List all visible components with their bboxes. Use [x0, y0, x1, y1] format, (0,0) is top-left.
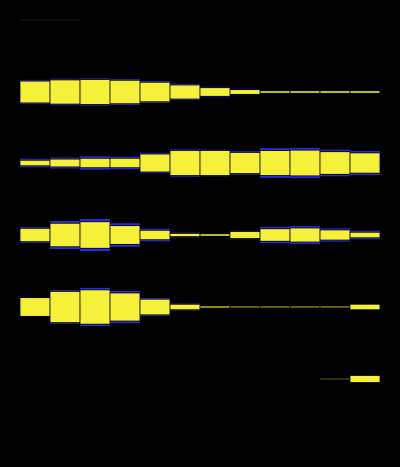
stream-bar [169, 450, 201, 452]
stream-bar [49, 79, 81, 105]
stream-bar [199, 19, 231, 21]
stream-bar [139, 153, 171, 173]
stream-bar [49, 158, 81, 168]
stream-bar [19, 297, 51, 317]
stream-bar [79, 221, 111, 249]
stream-bar [139, 378, 171, 380]
stream-bar [169, 19, 201, 21]
stream-bar [79, 79, 111, 105]
stream-bar [109, 157, 141, 169]
stream-bar [259, 228, 291, 242]
stream-bar [109, 225, 141, 245]
stream-bar [139, 450, 171, 452]
stream-bar [319, 151, 351, 175]
stream-bar [169, 303, 201, 311]
stream-bar [349, 303, 381, 311]
stream-bar [19, 450, 51, 452]
stream-bar [259, 450, 291, 452]
stream-bar [199, 450, 231, 452]
stream-bar [19, 19, 51, 21]
stream-bar [109, 292, 141, 322]
stream-bar [109, 79, 141, 105]
stream-bar [49, 19, 81, 21]
stream-bar [289, 227, 321, 243]
stream-bar [229, 305, 261, 309]
stream-bar [259, 378, 291, 380]
stream-bar [259, 19, 291, 21]
stream-bar [19, 378, 51, 380]
stream-bar [169, 378, 201, 380]
stream-bar [349, 450, 381, 452]
stream-bar [319, 90, 351, 94]
stream-bar [79, 378, 111, 380]
stream-bar [319, 305, 351, 309]
stream-bar [289, 149, 321, 177]
stream-bar [349, 375, 381, 383]
stream-bar [19, 80, 51, 104]
stream-bar [289, 450, 321, 452]
stream-bar [259, 90, 291, 94]
stream-bar [319, 19, 351, 21]
stream-bar [79, 450, 111, 452]
stream-bar [49, 378, 81, 380]
stream-bar [139, 81, 171, 103]
stream-bar [79, 19, 111, 21]
stream-bar [229, 152, 261, 174]
stream-bar [229, 231, 261, 239]
stream-bar [289, 90, 321, 94]
stream-bar [289, 378, 321, 380]
stream-bar [79, 157, 111, 169]
stream-bar [169, 150, 201, 176]
stream-bar [349, 231, 381, 239]
stream-bar [229, 450, 261, 452]
stream-bar [199, 233, 231, 237]
stream-bar [259, 150, 291, 176]
stream-bar [229, 378, 261, 380]
stream-bar [49, 222, 81, 248]
stream-bar [139, 298, 171, 316]
stream-bar [79, 289, 111, 325]
stream-bar [19, 227, 51, 243]
chart-marks [19, 19, 381, 452]
stream-bar [289, 19, 321, 21]
stream-bar [109, 378, 141, 380]
stream-bar [199, 87, 231, 97]
stream-bar [49, 290, 81, 323]
stream-bar [199, 150, 231, 176]
stream-bar [169, 233, 201, 237]
stream-bar [259, 305, 291, 309]
stream-bar [139, 19, 171, 21]
stream-bar [289, 305, 321, 309]
stream-bar [319, 450, 351, 452]
stream-bar [349, 90, 381, 94]
stream-bar [319, 378, 351, 380]
stream-bar [109, 19, 141, 21]
stream-bar [199, 305, 231, 309]
stream-bar [19, 159, 51, 167]
stream-bar [109, 450, 141, 452]
stream-bar [349, 19, 381, 21]
stream-bar [229, 19, 261, 21]
stream-bar [229, 89, 261, 95]
stream-bar [49, 450, 81, 452]
stream-bar [319, 229, 351, 241]
stream-bar [169, 84, 201, 100]
stream-bar [199, 378, 231, 380]
stream-bar [349, 152, 381, 174]
stream-bar [139, 229, 171, 241]
